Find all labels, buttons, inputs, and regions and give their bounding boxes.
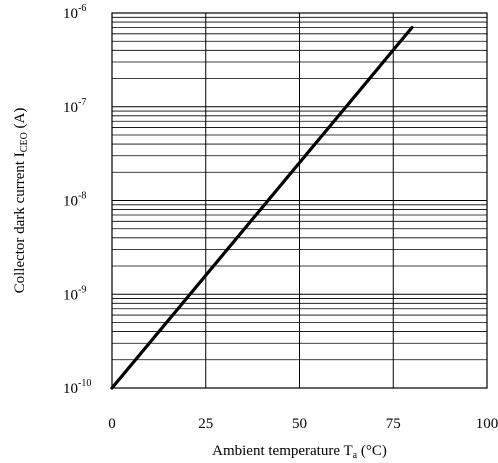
y-axis-label-sub: CEO [19, 132, 30, 152]
y-tick-label: 10-6 [63, 3, 86, 22]
y-tick-labels: 10-10 10-9 10-8 10-7 10-6 [63, 3, 91, 397]
x-tick-label: 75 [386, 416, 401, 432]
series-line [110, 25, 414, 390]
series-layer [110, 25, 414, 390]
y-tick-label: 10-7 [63, 97, 86, 116]
y-axis-label-main: Collector dark current I [12, 152, 28, 293]
grid [112, 13, 487, 388]
x-axis-label-main: Ambient temperature T [212, 443, 353, 459]
x-tick-label: 25 [198, 416, 213, 432]
y-axis-label-unit: (A) [12, 108, 28, 133]
x-axis-label: Ambient temperature Ta (°C) [212, 443, 387, 461]
x-axis-label-sub: a [353, 450, 358, 461]
x-tick-label: 0 [108, 416, 116, 432]
y-tick-label: 10-9 [63, 284, 86, 303]
plot-frame [111, 12, 488, 389]
x-tick-labels: 0 25 50 75 100 [108, 416, 498, 432]
x-tick-label: 50 [292, 416, 307, 432]
y-axis-label: Collector dark current ICEO (A) [12, 108, 30, 294]
y-tick-label: 10-10 [63, 378, 91, 397]
y-tick-label: 10-8 [63, 191, 86, 210]
x-tick-label: 100 [476, 416, 498, 432]
x-axis-label-unit: (°C) [357, 443, 387, 459]
